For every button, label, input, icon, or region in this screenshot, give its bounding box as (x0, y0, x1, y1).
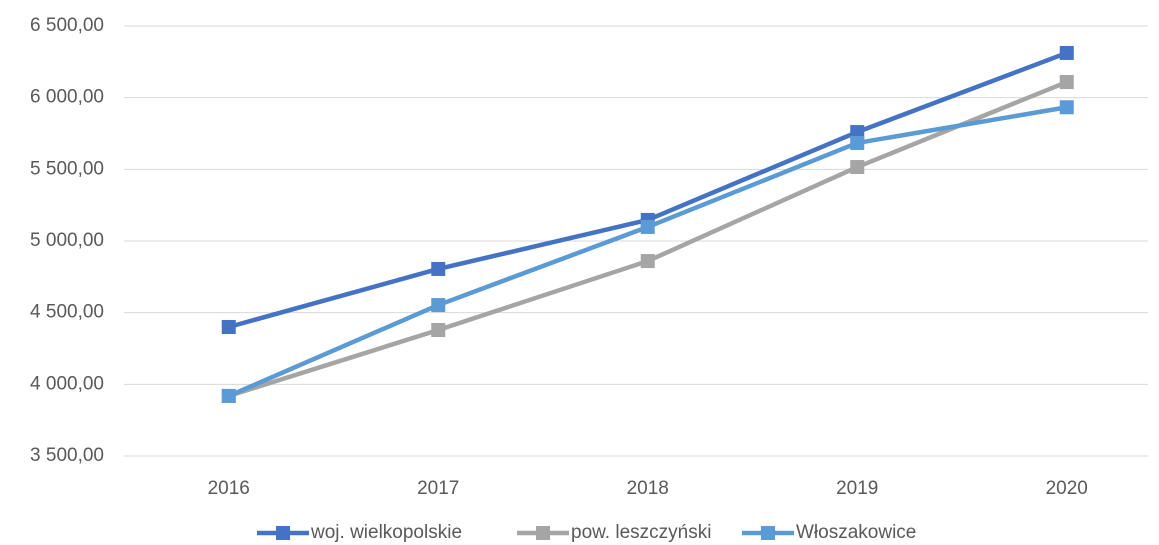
point-marker (850, 125, 865, 140)
point-marker (431, 261, 446, 276)
point-marker (1059, 100, 1074, 115)
point-marker (640, 254, 655, 269)
legend-marker (761, 526, 775, 540)
legend-marker (276, 526, 290, 540)
x-tick-label: 2018 (627, 478, 669, 499)
point-marker (1059, 45, 1074, 60)
x-tick-label: 2020 (1046, 478, 1088, 499)
series-line (228, 50, 1068, 330)
y-tick-label: 5 000,00 (30, 230, 104, 251)
y-tick-label: 6 000,00 (30, 87, 104, 108)
point-marker (221, 320, 236, 334)
y-tick-label: 4 500,00 (30, 302, 104, 323)
point-marker (221, 388, 236, 403)
y-tick-label: 3 500,00 (30, 445, 104, 466)
legend-label: Włoszakowice (796, 522, 916, 543)
y-tick-label: 6 500,00 (30, 15, 104, 36)
x-tick-label: 2016 (208, 478, 250, 499)
legend-marker (536, 526, 550, 540)
point-marker (640, 219, 655, 234)
point-marker (431, 323, 446, 338)
x-tick-label: 2017 (417, 478, 459, 499)
series-line (227, 105, 1068, 399)
y-tick-label: 4 000,00 (30, 373, 104, 394)
point-marker (850, 160, 865, 175)
y-tick-label: 5 500,00 (30, 158, 104, 179)
legend-label: woj. wielkopolskie (310, 522, 462, 543)
point-marker (850, 135, 865, 150)
point-marker (431, 298, 446, 313)
point-marker (1059, 75, 1074, 90)
legend-label: pow. leszczyński (571, 522, 711, 543)
x-tick-label: 2019 (836, 478, 878, 499)
